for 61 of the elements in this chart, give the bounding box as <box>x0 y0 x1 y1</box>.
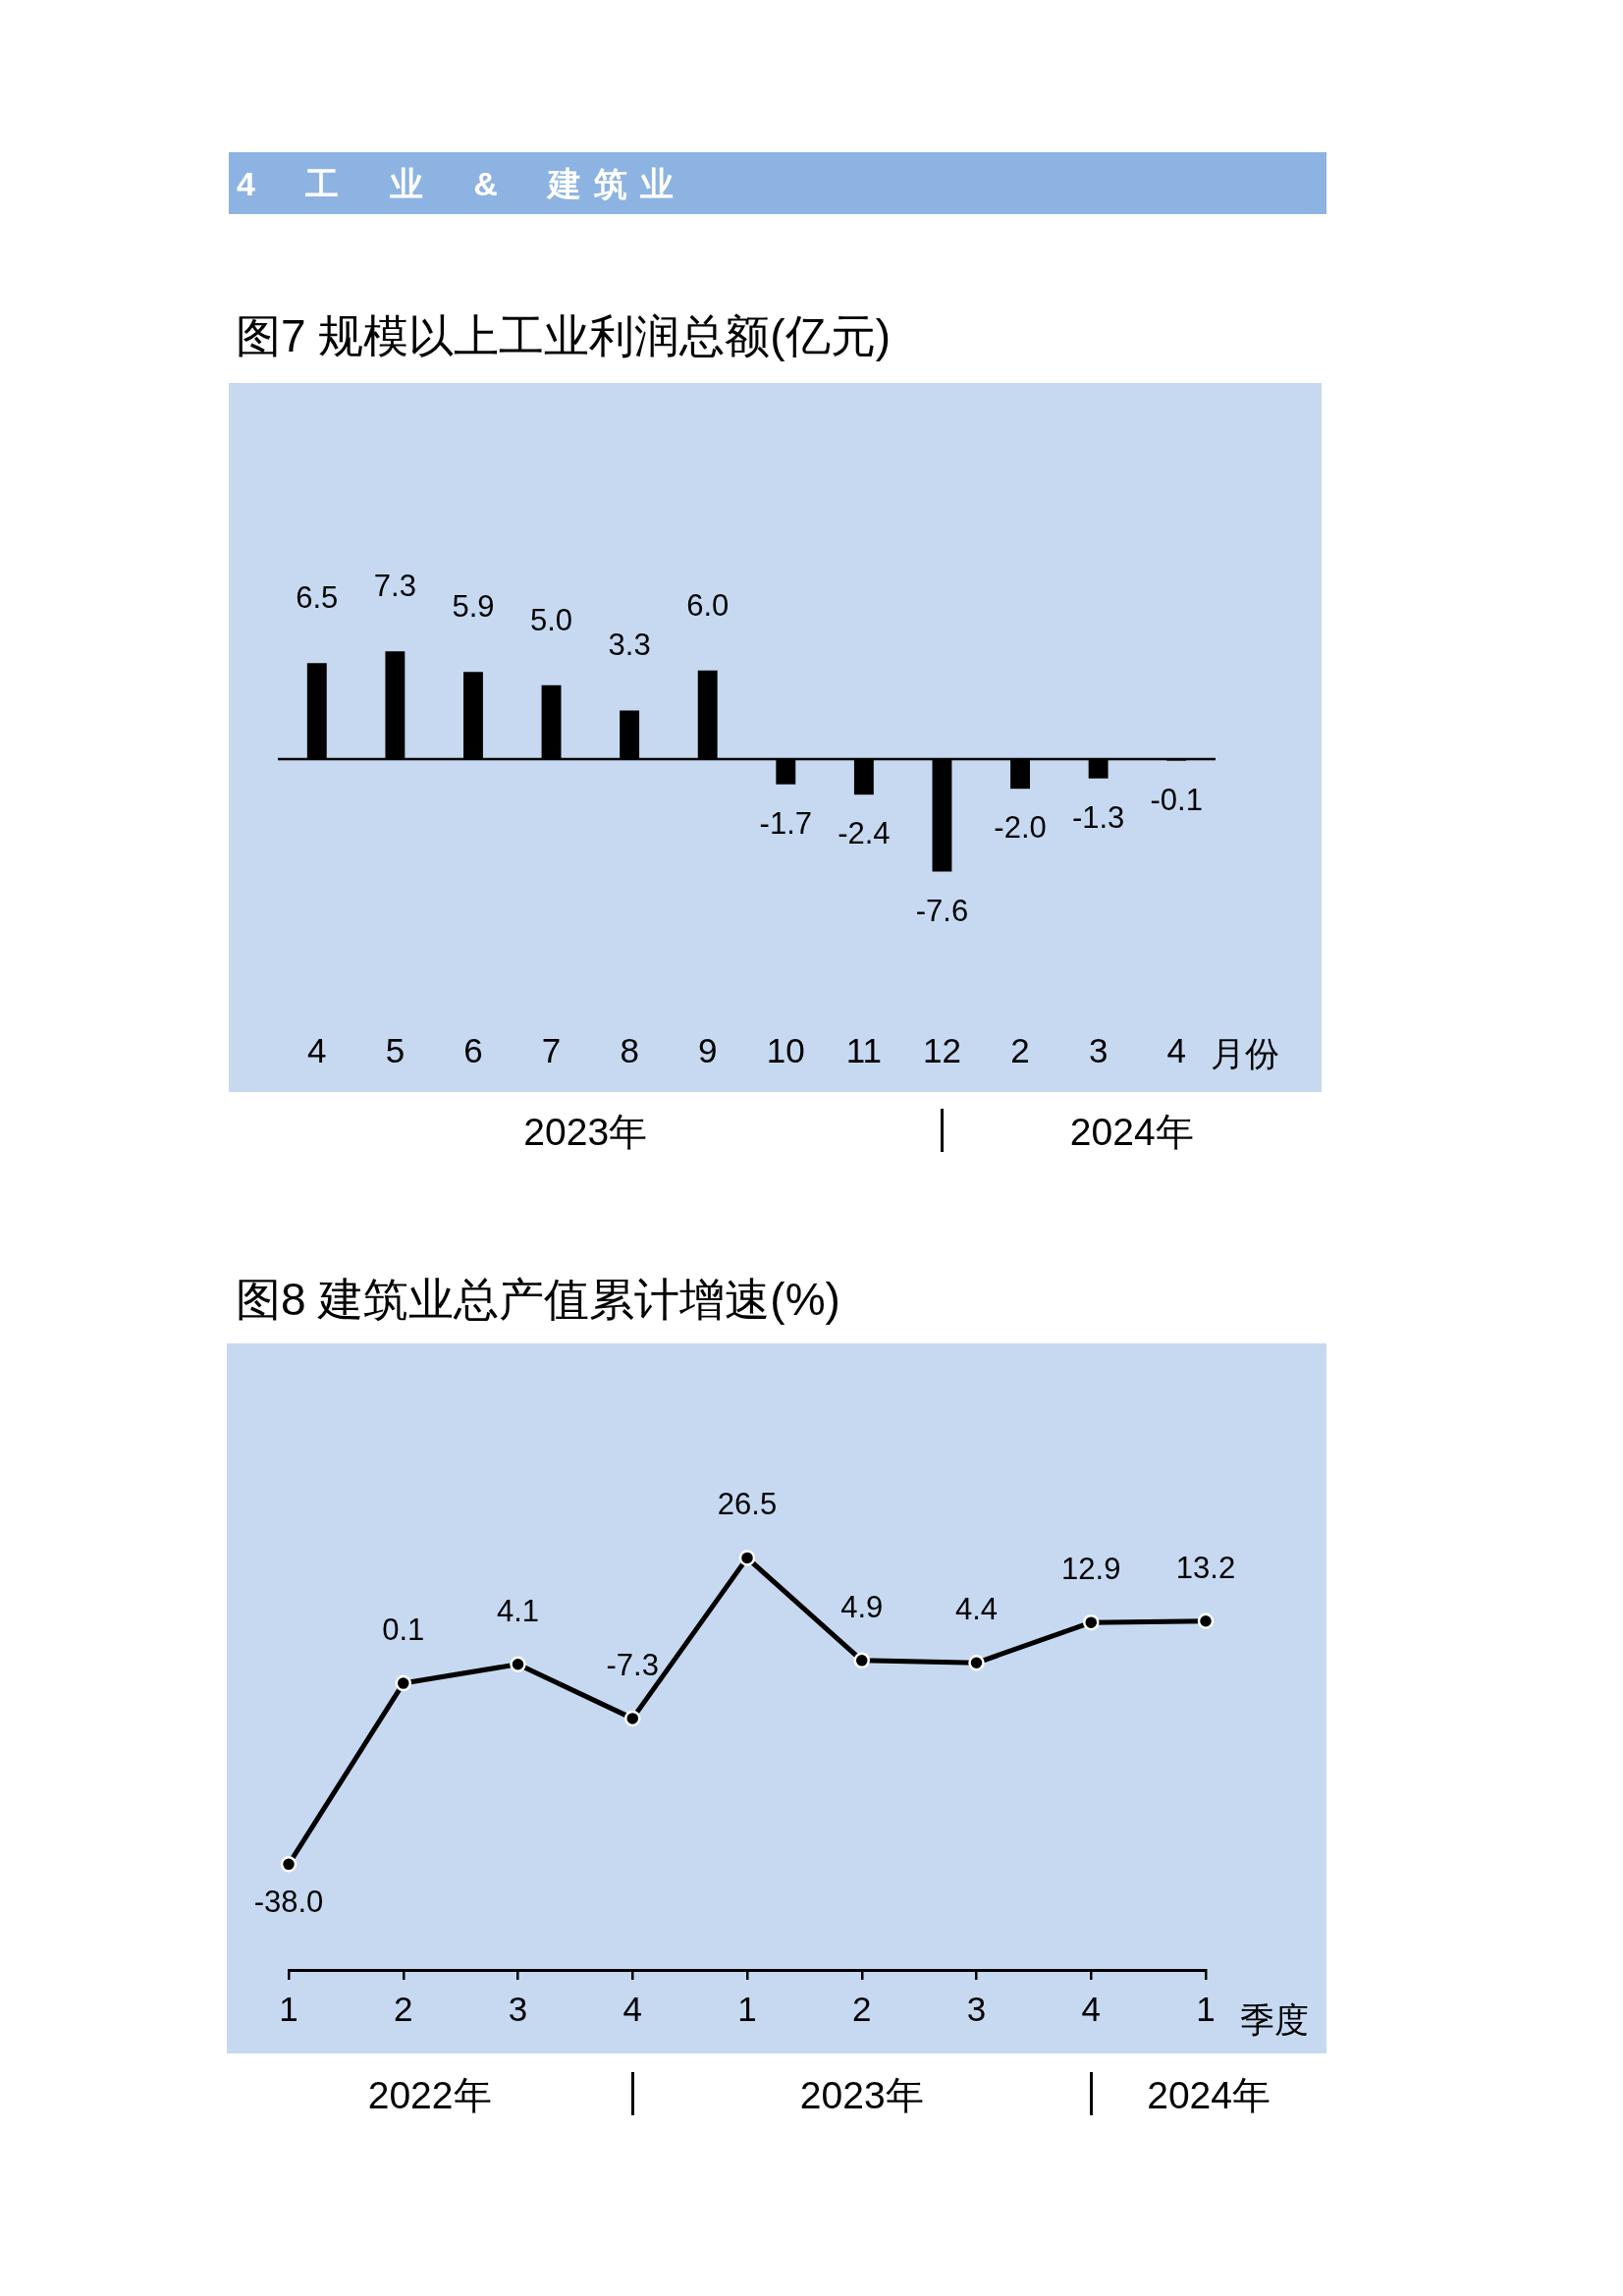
data-label: 13.2 <box>1175 1550 1236 1585</box>
text: 2024年 <box>1069 1111 1194 1153</box>
data-label: 4.1 <box>496 1593 540 1628</box>
data-label: -2.0 <box>994 810 1047 846</box>
x-axis-title: 月份 <box>1210 1033 1279 1072</box>
data-label: -7.6 <box>915 893 969 928</box>
data-label: 6.5 <box>296 580 339 616</box>
x-tick-label: 4 <box>1081 1989 1101 2028</box>
x-tick-label: 6 <box>463 1030 483 1069</box>
x-tick-label: 1 <box>279 1989 298 2028</box>
x-tick-label: 3 <box>1088 1030 1109 1069</box>
x-tick-label: 11 <box>845 1030 883 1069</box>
data-label: 7.3 <box>373 569 416 604</box>
data-label: 5.9 <box>452 589 495 625</box>
x-tick-label: 2 <box>1010 1030 1030 1069</box>
chart-title: 图7 规模以上工业利润总额(亿元) <box>236 310 891 362</box>
x-tick-label: 8 <box>620 1030 639 1069</box>
x-tick-label: 2 <box>394 1989 413 2028</box>
x-tick-label: 3 <box>508 1989 528 2028</box>
chart-title: 图8 建筑业总产值累计增速(%) <box>236 1274 840 1326</box>
text: 2022年 <box>367 2074 492 2116</box>
data-label: 26.5 <box>717 1487 778 1522</box>
data-label: -0.1 <box>1150 782 1203 817</box>
point <box>395 1674 411 1692</box>
x-tick-label: 12 <box>922 1030 961 1069</box>
data-label: 4.9 <box>840 1589 884 1624</box>
text: 4 工 业 & 建筑业 <box>237 164 687 202</box>
x-tick-label: 3 <box>966 1989 987 2028</box>
point <box>1197 1613 1215 1629</box>
x-tick-label: 1 <box>1196 1989 1216 2028</box>
data-label: 3.3 <box>608 628 651 663</box>
point <box>510 1656 526 1672</box>
point <box>1083 1613 1100 1631</box>
text: 2023年 <box>523 1111 648 1153</box>
x-tick-label: 2 <box>852 1989 872 2028</box>
text: 2023年 <box>799 2074 924 2116</box>
data-label: 6.0 <box>686 587 730 623</box>
point <box>280 1856 298 1873</box>
x-axis-title: 季度 <box>1239 1999 1309 2039</box>
x-tick-label: 5 <box>385 1030 406 1069</box>
text: 2024年 <box>1147 2074 1271 2116</box>
data-label: -1.3 <box>1071 799 1125 835</box>
point <box>624 1710 641 1727</box>
data-label: 5.0 <box>529 602 573 637</box>
data-label: 12.9 <box>1061 1552 1121 1587</box>
point <box>738 1550 756 1566</box>
data-label: -1.7 <box>759 805 812 841</box>
x-tick-label: 1 <box>737 1989 757 2028</box>
data-label: -7.3 <box>606 1647 659 1682</box>
point <box>853 1652 870 1669</box>
point <box>968 1655 985 1671</box>
data-label: -2.4 <box>838 816 891 851</box>
data-label: -38.0 <box>253 1885 324 1920</box>
data-label: 4.4 <box>954 1592 999 1627</box>
x-tick-label: 10 <box>766 1030 805 1069</box>
x-tick-label: 4 <box>307 1030 327 1069</box>
x-tick-label: 7 <box>541 1030 562 1069</box>
x-tick-label: 4 <box>622 1989 642 2028</box>
x-tick-label: 9 <box>697 1030 718 1069</box>
x-tick-label: 4 <box>1166 1030 1186 1069</box>
data-label: 0.1 <box>382 1613 425 1648</box>
